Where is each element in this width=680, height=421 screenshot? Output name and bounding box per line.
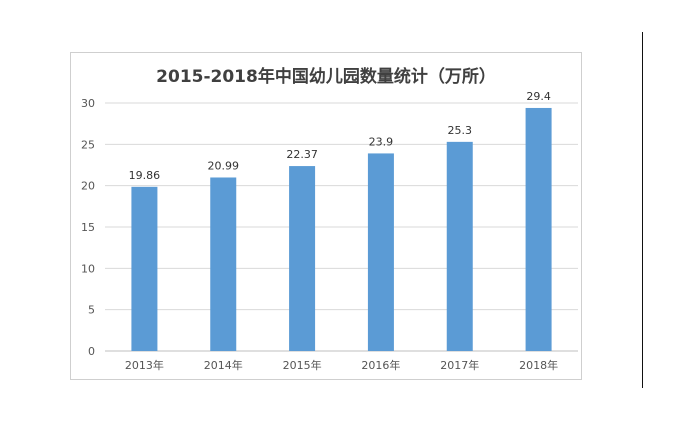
data-label: 19.86: [129, 169, 161, 182]
y-tick-label: 15: [81, 221, 95, 234]
x-tick-label: 2016年: [361, 358, 400, 372]
chart-title: 2015-2018年中国幼儿园数量统计（万所）: [156, 67, 496, 87]
y-tick-label: 10: [81, 262, 95, 275]
bar: [525, 107, 552, 352]
y-tick-label: 0: [88, 345, 95, 358]
x-tick-label: 2017年: [440, 358, 479, 372]
x-tick-label: 2015年: [283, 358, 322, 372]
y-tick-label: 5: [88, 304, 95, 317]
data-label: 25.3: [448, 124, 473, 137]
y-tick-label: 30: [81, 97, 95, 110]
bar: [446, 141, 473, 351]
page-divider-line: [642, 32, 643, 388]
bar: [367, 153, 394, 351]
x-tick-label: 2018年: [519, 358, 558, 372]
bar: [210, 177, 237, 351]
x-tick-label: 2014年: [204, 358, 243, 372]
x-tick-label: 2013年: [125, 358, 164, 372]
data-label: 23.9: [369, 135, 394, 148]
data-label: 22.37: [286, 148, 318, 161]
bar: [131, 186, 158, 351]
data-label: 29.4: [526, 90, 551, 103]
bar: [289, 166, 316, 351]
data-label: 20.99: [208, 159, 240, 172]
y-tick-label: 25: [81, 138, 95, 151]
y-tick-label: 20: [81, 180, 95, 193]
